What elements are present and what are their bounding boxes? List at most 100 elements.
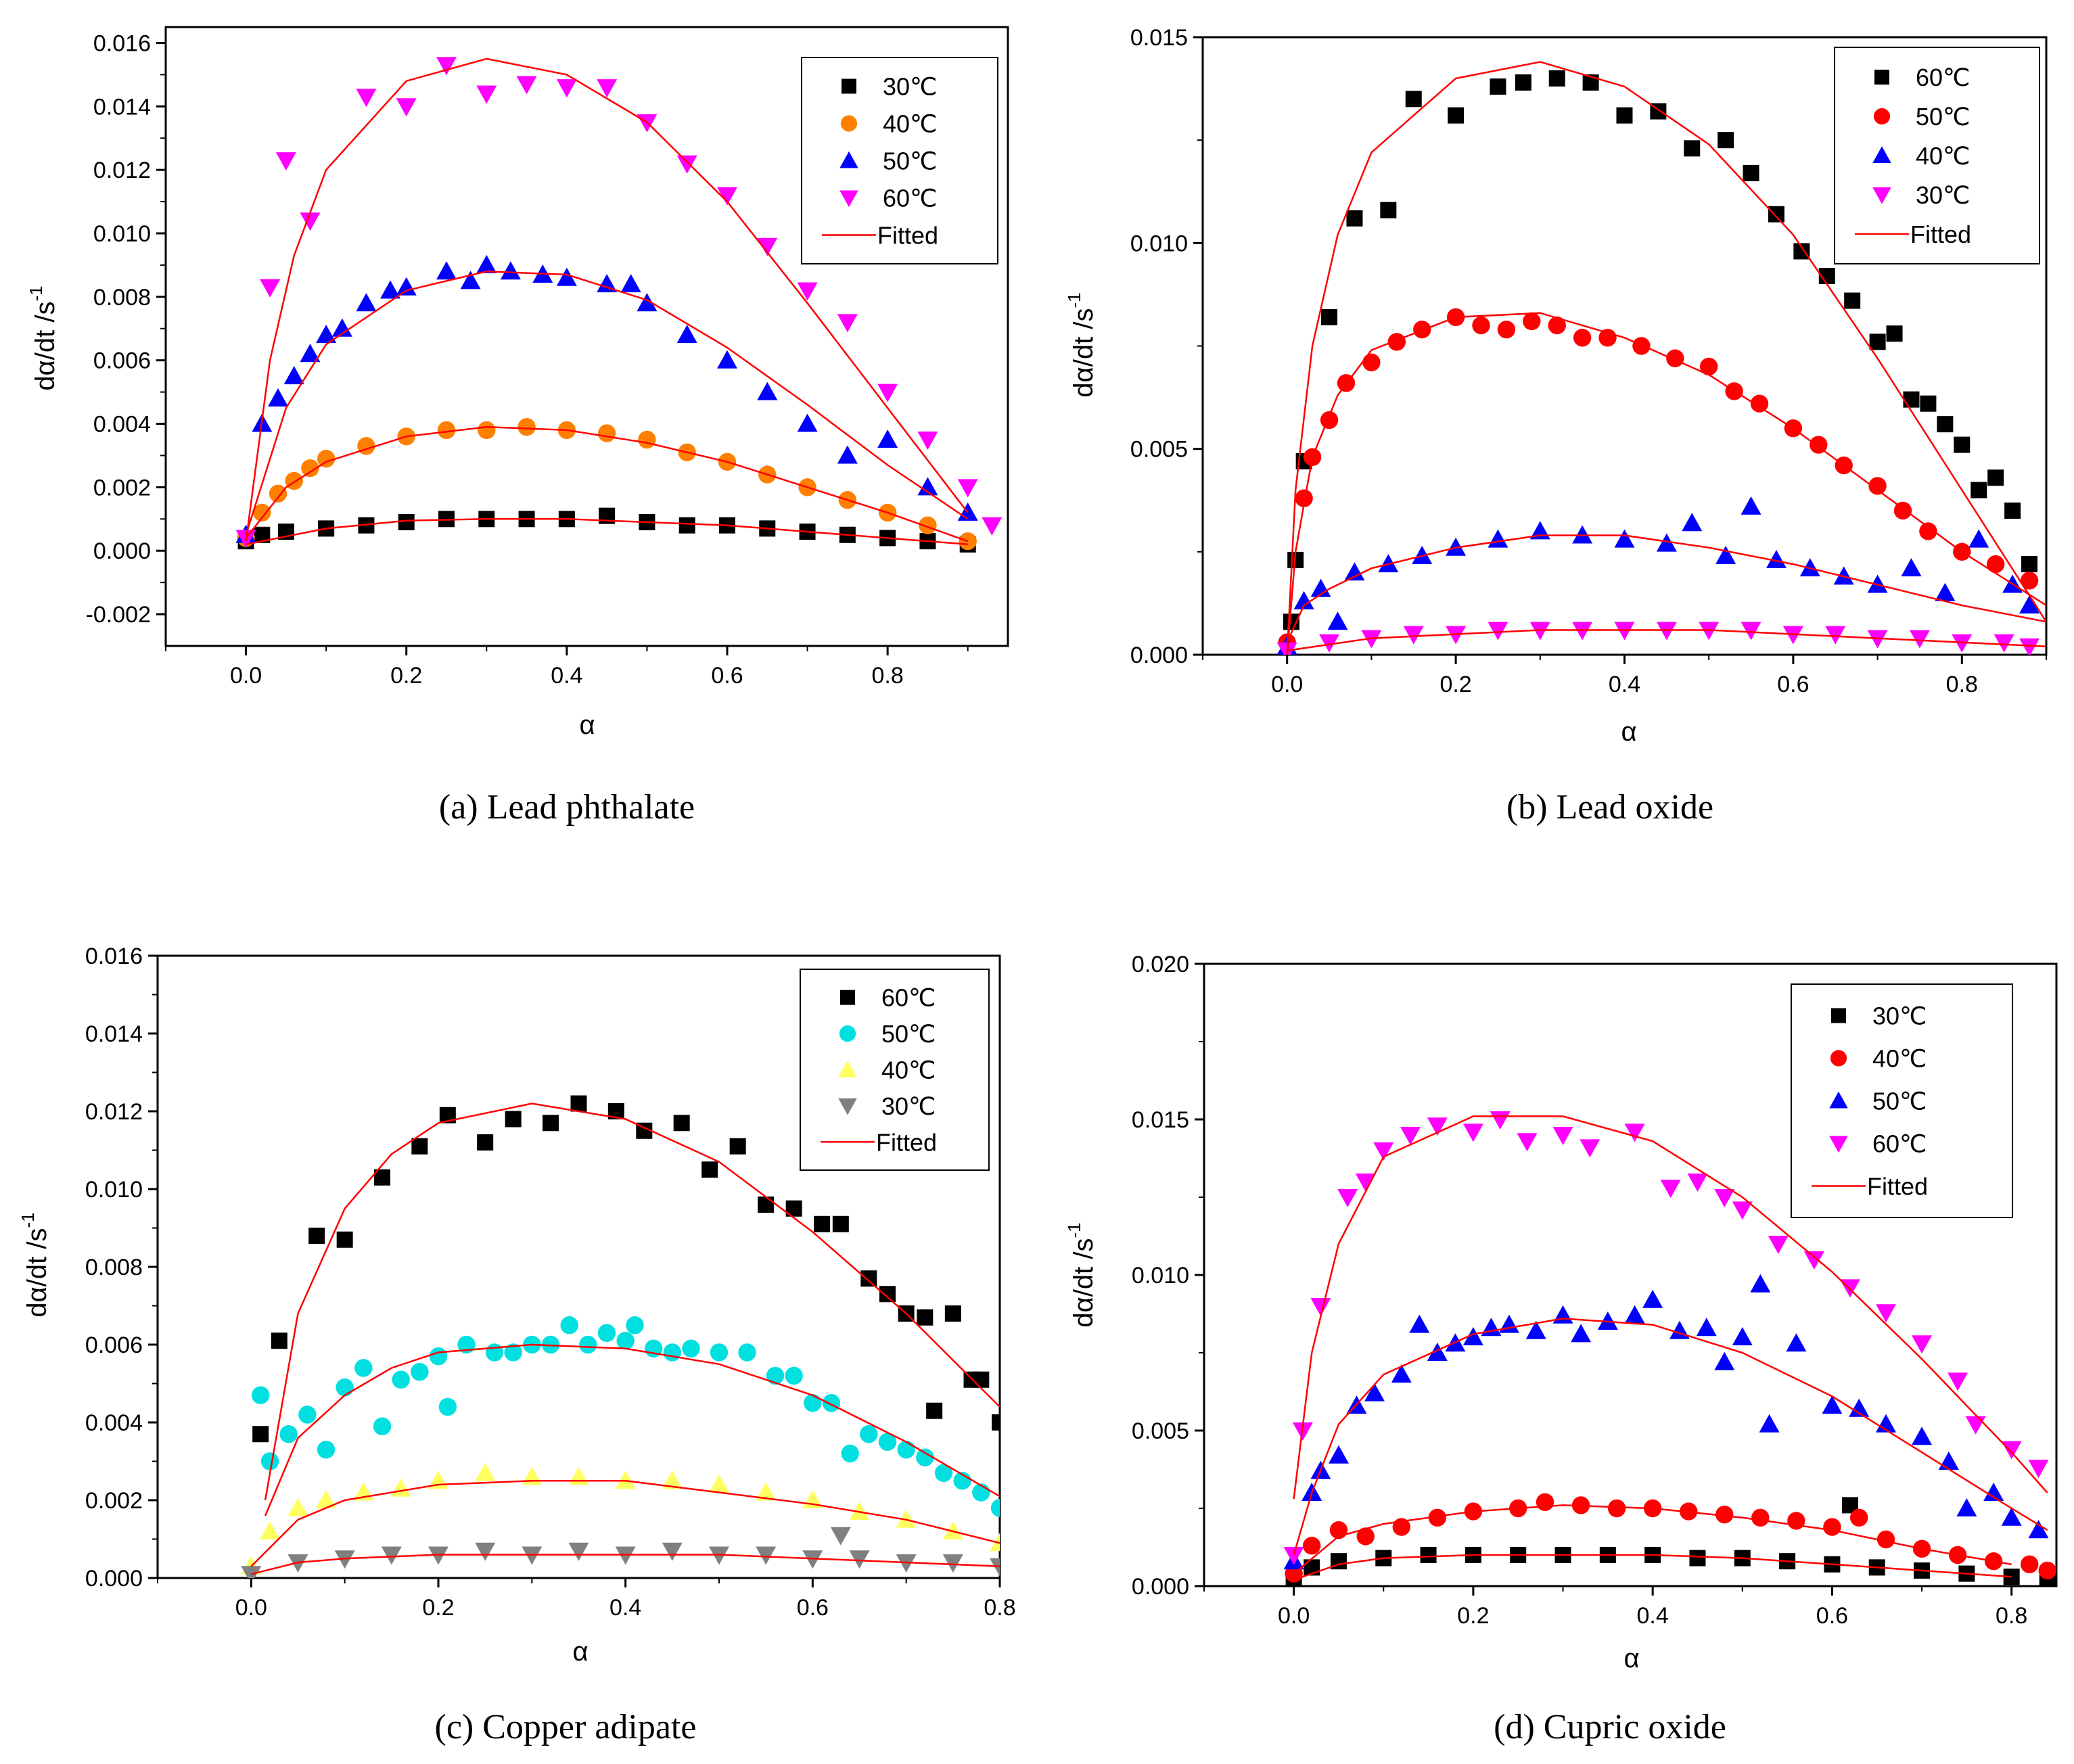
data-point: [1768, 1236, 1789, 1254]
data-point: [556, 79, 577, 98]
data-point: [316, 325, 337, 344]
data-point: [1580, 1139, 1600, 1158]
data-point: [476, 85, 497, 104]
y-tick-label: 0.000: [93, 538, 151, 564]
data-point: [1968, 529, 1989, 548]
data-point: [1403, 626, 1424, 645]
data-point: [1446, 626, 1467, 645]
data-point: [756, 1482, 777, 1501]
data-point: [504, 1343, 522, 1362]
legend-marker: [1872, 187, 1891, 204]
x-tick-label: 0.8: [984, 1595, 1015, 1621]
data-point: [1597, 1312, 1618, 1330]
data-point: [1517, 1133, 1538, 1152]
data-point: [709, 1546, 729, 1565]
data-point: [517, 418, 536, 436]
data-point: [841, 1444, 859, 1463]
data-point: [1714, 1351, 1735, 1370]
data-point: [1751, 1508, 1770, 1527]
legend-entry-label: 60℃: [1872, 1130, 1927, 1158]
data-point: [1364, 1383, 1385, 1401]
y-axis-label: dα/dt /s-1: [18, 1212, 52, 1317]
legend-marker: [839, 190, 858, 208]
y-tick-label: 0.014: [85, 1021, 143, 1047]
data-point: [832, 1215, 849, 1232]
data-point: [1515, 74, 1531, 91]
data-point: [738, 1343, 756, 1362]
plot-frame: [164, 26, 1009, 647]
x-tick-label: 0.4: [1637, 1603, 1669, 1629]
data-point: [260, 1521, 280, 1539]
legend-marker: [838, 1060, 857, 1077]
legend-marker: [839, 151, 858, 168]
fitted-curve: [264, 1343, 1000, 1516]
data-point: [475, 1542, 496, 1561]
data-point: [1295, 489, 1313, 507]
fitted-curve: [245, 57, 969, 542]
data-point: [837, 445, 858, 464]
data-point: [298, 1406, 317, 1424]
legend-entry-label: 60℃: [883, 185, 937, 212]
data-point: [822, 1394, 841, 1412]
data-point: [1310, 578, 1331, 597]
data-point: [1346, 210, 1363, 227]
data-point: [1616, 107, 1633, 124]
fitted-curve: [1293, 1504, 2012, 1575]
data-point: [1750, 394, 1769, 413]
legend-fit-label: Fitted: [1867, 1173, 1928, 1201]
y-tick-label: 0.006: [93, 348, 151, 374]
data-point: [942, 1554, 963, 1573]
legend-entry-label: 40℃: [883, 110, 937, 138]
data-point: [570, 1095, 587, 1112]
data-point: [1337, 1189, 1358, 1207]
data-point: [1356, 1527, 1375, 1546]
fitted-curve: [1286, 61, 2046, 655]
data-point: [373, 1417, 392, 1435]
data-point: [1750, 1274, 1771, 1293]
data-point: [301, 459, 319, 478]
data-point: [620, 274, 641, 293]
data-point: [1876, 1414, 1896, 1433]
y-axis-label-superscript: -1: [26, 285, 46, 301]
data-point: [1682, 513, 1703, 532]
data-point: [516, 76, 537, 95]
data-point: [1572, 525, 1593, 544]
data-point: [879, 1286, 896, 1303]
data-point: [1696, 1318, 1717, 1337]
fitted-curve: [1293, 1318, 2048, 1556]
data-point: [616, 1332, 635, 1350]
data-point: [1938, 1452, 1959, 1470]
data-point: [2019, 595, 2040, 613]
data-point: [896, 1554, 917, 1573]
y-tick-label: 0.010: [85, 1177, 143, 1203]
data-point: [1903, 391, 1920, 408]
y-axis-label: dα/dt /s-1: [26, 285, 60, 390]
data-point: [476, 254, 497, 273]
data-point: [1548, 316, 1566, 335]
data-point: [1302, 1537, 1321, 1555]
data-point: [1954, 436, 1971, 453]
data-point: [411, 1138, 428, 1155]
y-axis-label-text: dα/dt /s: [30, 302, 60, 391]
x-axis-label: α: [572, 1637, 588, 1667]
x-tick-label: 0.6: [797, 1595, 829, 1621]
data-point: [992, 1414, 1000, 1431]
legend-entry-label: 40℃: [1916, 142, 1970, 170]
data-point: [917, 477, 938, 496]
legend-marker: [1829, 1091, 1848, 1109]
legend-entry-label: 60℃: [1916, 64, 1970, 91]
y-tick-label: 0.016: [93, 30, 151, 56]
data-point: [957, 479, 978, 498]
data-point: [1614, 622, 1635, 641]
data-point: [597, 274, 618, 293]
data-point: [1844, 292, 1861, 309]
legend: 30℃ 40℃ 50℃ 60℃ Fitted: [801, 57, 998, 264]
x-tick-label: 0.2: [422, 1595, 454, 1621]
x-tick-label: 0.6: [1777, 672, 1809, 697]
data-point: [1660, 1180, 1681, 1199]
data-point: [437, 421, 456, 440]
data-point: [1876, 1304, 1896, 1323]
x-tick-label: 0.0: [1271, 672, 1303, 697]
y-tick-label: 0.002: [93, 475, 151, 501]
data-point: [1867, 630, 1888, 649]
